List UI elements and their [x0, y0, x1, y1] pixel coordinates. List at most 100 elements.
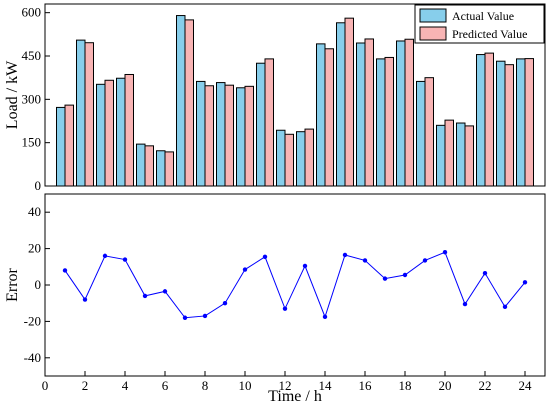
bar-predicted-2 [84, 42, 94, 187]
x-tick-label: 6 [162, 378, 169, 393]
error-point-24 [522, 280, 528, 285]
bar-predicted-20 [444, 119, 454, 187]
bar-actual-21 [456, 122, 466, 187]
x-tick-label: 10 [239, 378, 252, 393]
top-y-tick-label: 0 [35, 178, 42, 193]
bottom-x-axis-ticks: 0 2 4 6 8 10 12 14 16 18 20 22 24 [42, 371, 532, 393]
bar-actual-20 [436, 124, 446, 187]
bar-predicted-9 [224, 84, 234, 187]
bar-actual-10 [236, 87, 246, 187]
bar-actual-1 [56, 106, 66, 187]
error-point-15 [342, 252, 348, 258]
x-tick-label: 2 [82, 378, 89, 393]
bar-predicted-6 [164, 151, 174, 187]
bar-actual-15 [336, 22, 346, 187]
error-point-4 [122, 257, 128, 262]
bar-predicted-16 [364, 38, 374, 187]
error-point-16 [362, 258, 368, 263]
error-point-10 [242, 267, 248, 272]
bottom-y-axis-title: Error [4, 267, 21, 301]
bar-predicted-10 [244, 85, 254, 187]
error-point-5 [142, 293, 148, 299]
bar-predicted-3 [104, 79, 114, 187]
error-point-20 [442, 250, 448, 255]
top-plot-frame [44, 3, 546, 187]
error-point-11 [262, 254, 268, 259]
error-point-21 [462, 301, 468, 307]
top-y-axis-title: Load / kW [4, 60, 21, 129]
error-point-22 [482, 270, 488, 276]
bar-actual-22 [476, 54, 486, 187]
bar-actual-23 [496, 60, 506, 187]
x-tick-label: 4 [122, 378, 129, 393]
bar-predicted-4 [124, 73, 134, 187]
bar-actual-11 [256, 62, 266, 187]
bar-predicted-11 [264, 58, 274, 187]
error-point-7 [182, 315, 188, 320]
x-tick-label: 0 [42, 378, 49, 393]
bar-predicted-21 [464, 125, 474, 187]
bottom-y-tick-label: 20 [28, 241, 41, 256]
x-tick-label: 20 [439, 378, 452, 393]
bar-predicted-18 [404, 38, 414, 187]
error-point-18 [402, 272, 408, 278]
legend: Actual Value Predicted Value [414, 4, 545, 44]
bar-actual-18 [396, 40, 406, 187]
bar-predicted-19 [424, 77, 434, 187]
bottom-y-tick-label: 0 [35, 277, 42, 292]
legend-swatch-predicted [419, 26, 447, 41]
x-tick-label: 22 [479, 378, 492, 393]
error-point-6 [162, 289, 168, 294]
bar-actual-14 [316, 43, 326, 187]
legend-swatch-actual [419, 8, 447, 23]
error-point-1 [62, 268, 68, 273]
bar-predicted-22 [484, 52, 494, 187]
bar-chart-panel: 0 150 300 450 600 Load / kW Actual Value Pre… [4, 3, 546, 193]
bottom-plot-frame [44, 193, 546, 377]
bottom-y-axis-ticks: -40 -20 0 20 40 [24, 204, 50, 365]
x-tick-label: 12 [279, 378, 292, 393]
bar-predicted-23 [504, 64, 514, 187]
bar-actual-6 [156, 150, 166, 187]
top-y-tick-label: 600 [22, 5, 42, 20]
x-tick-label: 8 [202, 378, 209, 393]
bar-predicted-8 [204, 85, 214, 187]
x-axis-title: Time / h [268, 388, 322, 405]
error-point-23 [502, 304, 508, 310]
error-line [64, 251, 526, 319]
top-y-axis-ticks: 0 150 300 450 600 [22, 5, 526, 193]
bar-actual-13 [296, 131, 306, 187]
error-point-3 [102, 253, 108, 259]
error-point-9 [222, 301, 228, 306]
x-tick-label: 24 [519, 378, 533, 393]
bar-predicted-17 [384, 56, 394, 187]
bar-predicted-5 [144, 145, 154, 187]
top-y-tick-label: 150 [22, 135, 42, 150]
bar-actual-12 [276, 129, 286, 187]
bar-predicted-12 [284, 133, 294, 187]
error-point-14 [322, 314, 328, 320]
legend-label-actual: Actual Value [452, 9, 514, 23]
bar-actual-9 [216, 82, 226, 187]
error-point-2 [82, 297, 88, 302]
bar-actual-8 [196, 80, 206, 187]
top-y-tick-label: 300 [22, 91, 42, 106]
bar-predicted-24 [524, 58, 534, 187]
error-point-13 [302, 263, 308, 269]
x-tick-label: 16 [359, 378, 373, 393]
bar-actual-5 [136, 143, 146, 187]
bar-predicted-15 [344, 17, 354, 187]
bar-actual-19 [416, 80, 426, 187]
bar-actual-24 [516, 58, 526, 187]
x-tick-label: 18 [399, 378, 412, 393]
bar-predicted-14 [324, 48, 334, 187]
legend-label-predicted: Predicted Value [452, 27, 527, 41]
error-point-19 [422, 258, 428, 263]
bar-actual-17 [376, 58, 386, 187]
error-points [62, 250, 528, 320]
error-point-12 [282, 306, 288, 311]
bar-predicted-1 [64, 104, 74, 187]
bar-actual-2 [76, 39, 86, 187]
